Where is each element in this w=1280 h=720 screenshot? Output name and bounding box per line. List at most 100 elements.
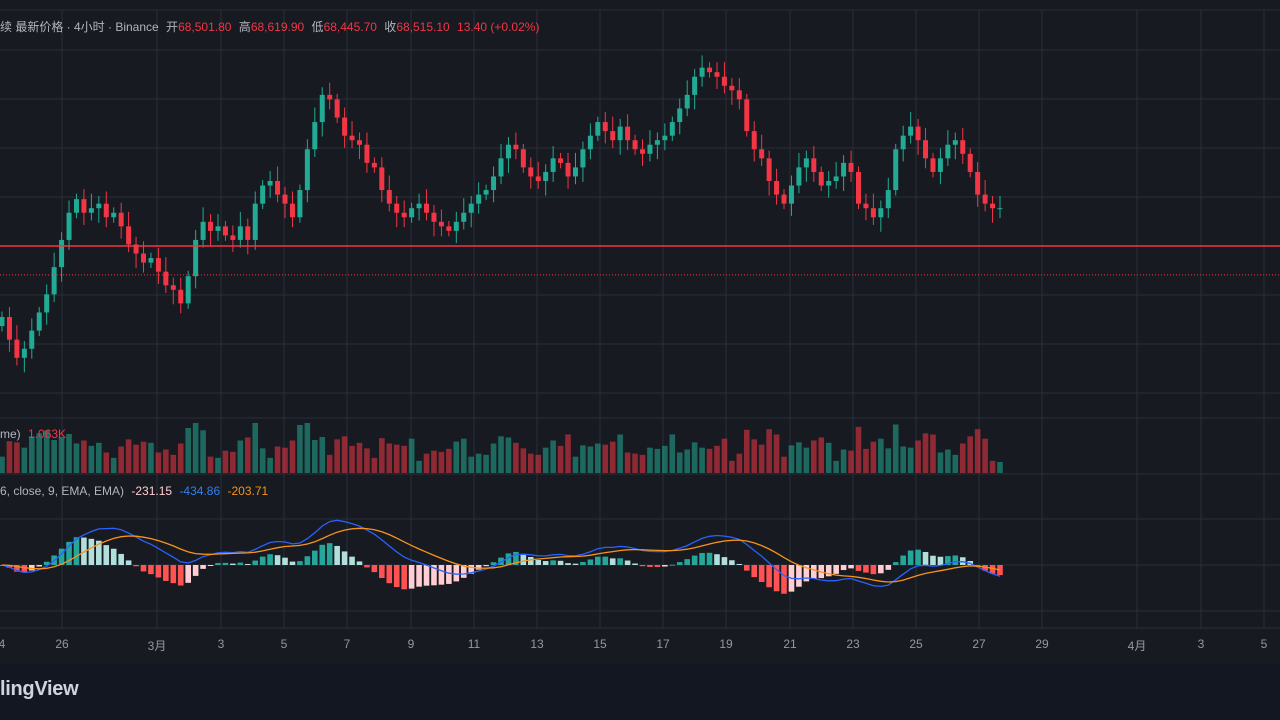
candle [401, 212, 407, 218]
volume-bar [81, 440, 87, 473]
candle [498, 158, 504, 177]
macd-histogram-bar [36, 565, 43, 567]
macd-line-value: -434.86 [179, 484, 221, 498]
volume-bar [609, 441, 616, 473]
time-axis-tick: 9 [407, 637, 415, 651]
candle [565, 162, 571, 177]
candle [662, 135, 668, 141]
volume-bar [36, 433, 43, 473]
candle [505, 144, 511, 159]
macd-histogram-bar [885, 565, 892, 570]
volume-bar [416, 460, 422, 473]
macd-histogram-bar [207, 565, 214, 566]
macd-histogram-bar [662, 565, 668, 567]
volume-bar [833, 460, 839, 473]
candle [878, 208, 884, 218]
macd-histogram-bar [341, 551, 348, 565]
volume-bar [297, 425, 303, 473]
macd-histogram-bar [200, 565, 206, 569]
candle [617, 126, 623, 141]
macd-histogram-bar [699, 552, 705, 565]
volume-bar [163, 449, 169, 473]
macd-histogram-bar [535, 559, 542, 565]
macd-histogram-bar [103, 545, 110, 565]
candle [141, 253, 147, 263]
macd-histogram-bar [133, 565, 139, 567]
volume-bar [542, 447, 549, 473]
macd-histogram-bar [676, 562, 683, 565]
candle [781, 194, 787, 204]
candle [416, 203, 422, 209]
volume-bar [535, 454, 542, 473]
macd-histogram-bar [475, 565, 482, 570]
time-axis-tick: 5 [280, 637, 288, 651]
macd-histogram-bar [379, 565, 385, 579]
close-value: 68,515.10 [396, 20, 450, 34]
volume-bar [788, 445, 795, 473]
candle [640, 149, 646, 154]
macd-histogram-bar [848, 565, 854, 569]
volume-bar [624, 452, 631, 473]
volume-bar [282, 447, 288, 473]
candle [103, 203, 109, 218]
macd-histogram-bar [952, 555, 959, 565]
candle [289, 203, 295, 218]
candle [721, 76, 727, 86]
volume-bar [595, 443, 601, 473]
macd-histogram-bar [773, 565, 780, 592]
volume-bar [580, 445, 586, 473]
macd-histogram-bar [617, 558, 623, 565]
volume-bar [997, 462, 1003, 473]
macd-histogram-bar [14, 565, 20, 572]
volume-bar [565, 434, 571, 473]
time-axis-tick: 23 [846, 637, 860, 651]
macd-line [1, 519, 1001, 588]
candle [267, 181, 273, 186]
candle [44, 294, 50, 313]
macd-histogram-bar [922, 552, 929, 565]
macd-histogram-bar [21, 565, 28, 573]
candle [438, 221, 444, 227]
candle [833, 176, 839, 181]
candle [759, 149, 765, 159]
volume-bar [937, 452, 944, 473]
macd-histogram-bar [73, 537, 80, 565]
bottom-bar [0, 664, 1280, 720]
candle [543, 171, 549, 181]
volume-bar [334, 439, 340, 473]
volume-bar [959, 443, 966, 473]
volume-bar [647, 447, 653, 473]
macd-histogram-bar [170, 565, 177, 584]
volume-bar [222, 450, 229, 473]
candle [528, 167, 534, 177]
volume-bar [505, 437, 512, 473]
volume-bar [498, 436, 504, 473]
candle [260, 185, 266, 204]
macd-histogram-bar [148, 565, 154, 575]
candle [0, 317, 5, 327]
macd-histogram-bar [714, 554, 720, 565]
candle [818, 171, 824, 186]
candle [558, 158, 564, 163]
low-label: 低 [311, 20, 324, 34]
macd-hist-value: -231.15 [131, 484, 173, 498]
volume-bar [66, 434, 72, 473]
candle [982, 194, 988, 204]
chart-area[interactable]: 续 最新价格 · 4小时 · Binance 开68,501.80 高68,61… [0, 0, 1280, 664]
candle [394, 203, 400, 213]
macd-histogram-bar [781, 565, 787, 594]
volume-bar [118, 446, 124, 473]
volume-bar [244, 437, 251, 473]
volume-bar [423, 453, 430, 473]
macd-histogram-bar [312, 550, 318, 565]
volume-bar [140, 441, 147, 473]
candle [88, 208, 94, 213]
candle [170, 285, 176, 290]
candle [118, 212, 124, 227]
volume-bar [863, 448, 869, 473]
volume-bar [341, 436, 348, 473]
macd-histogram-bar [647, 565, 653, 567]
volume-bar [900, 446, 906, 473]
price-chart[interactable] [0, 0, 1280, 664]
macd-histogram-bar [930, 555, 936, 565]
